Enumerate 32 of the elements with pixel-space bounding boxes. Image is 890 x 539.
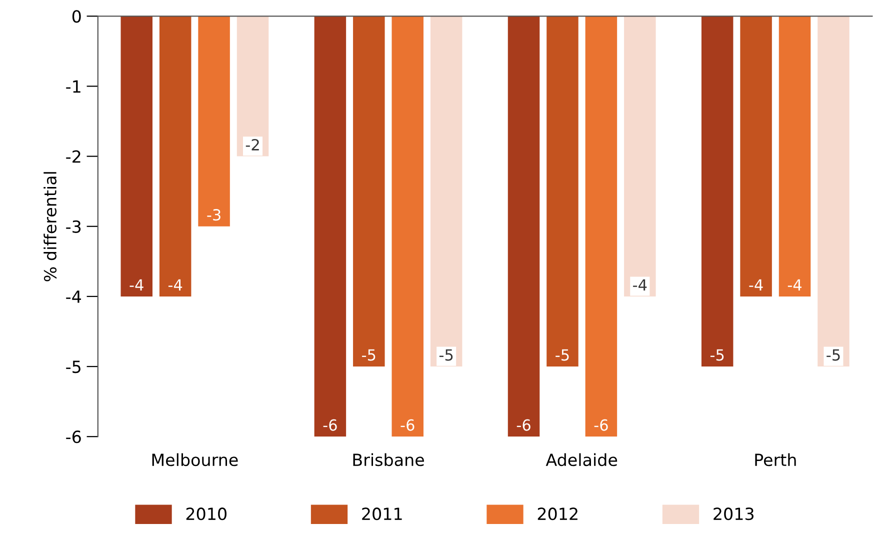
x-tick-label: Brisbane [353, 453, 424, 466]
data-label: -2 [246, 138, 259, 150]
y-tick-label: -1 [66, 80, 80, 93]
y-axis-title: % differential [44, 172, 57, 282]
x-tick-label: Adelaide [546, 453, 618, 466]
data-label: -6 [323, 419, 337, 431]
data-label: -4 [749, 279, 763, 290]
y-tick-label: -3 [66, 220, 81, 233]
data-label: -5 [826, 349, 840, 361]
y-tick-label: 0 [72, 10, 81, 23]
y-tick-label: -5 [66, 360, 80, 374]
data-label: -5 [710, 349, 724, 361]
y-tick-label: -4 [66, 290, 81, 303]
data-label: -5 [439, 349, 453, 361]
x-tick-label: Perth [755, 453, 796, 466]
data-label: -6 [400, 419, 414, 431]
data-label: -4 [168, 279, 182, 290]
legend-label: 2011 [362, 508, 402, 520]
y-tick-label: -2 [66, 150, 80, 163]
data-label: -3 [207, 209, 220, 221]
data-label: -4 [130, 279, 144, 290]
legend-label: 2012 [538, 508, 578, 520]
data-label: -4 [633, 279, 647, 290]
legend-label: 2013 [714, 508, 754, 520]
data-label: -5 [556, 349, 569, 361]
data-label: -5 [362, 349, 376, 361]
x-tick-label: Melbourne [152, 453, 238, 466]
data-label: -4 [788, 279, 802, 290]
y-tick-label: -6 [66, 430, 81, 444]
data-label: -6 [516, 419, 530, 431]
legend-label: 2010 [186, 508, 226, 520]
data-label: -6 [594, 419, 608, 431]
